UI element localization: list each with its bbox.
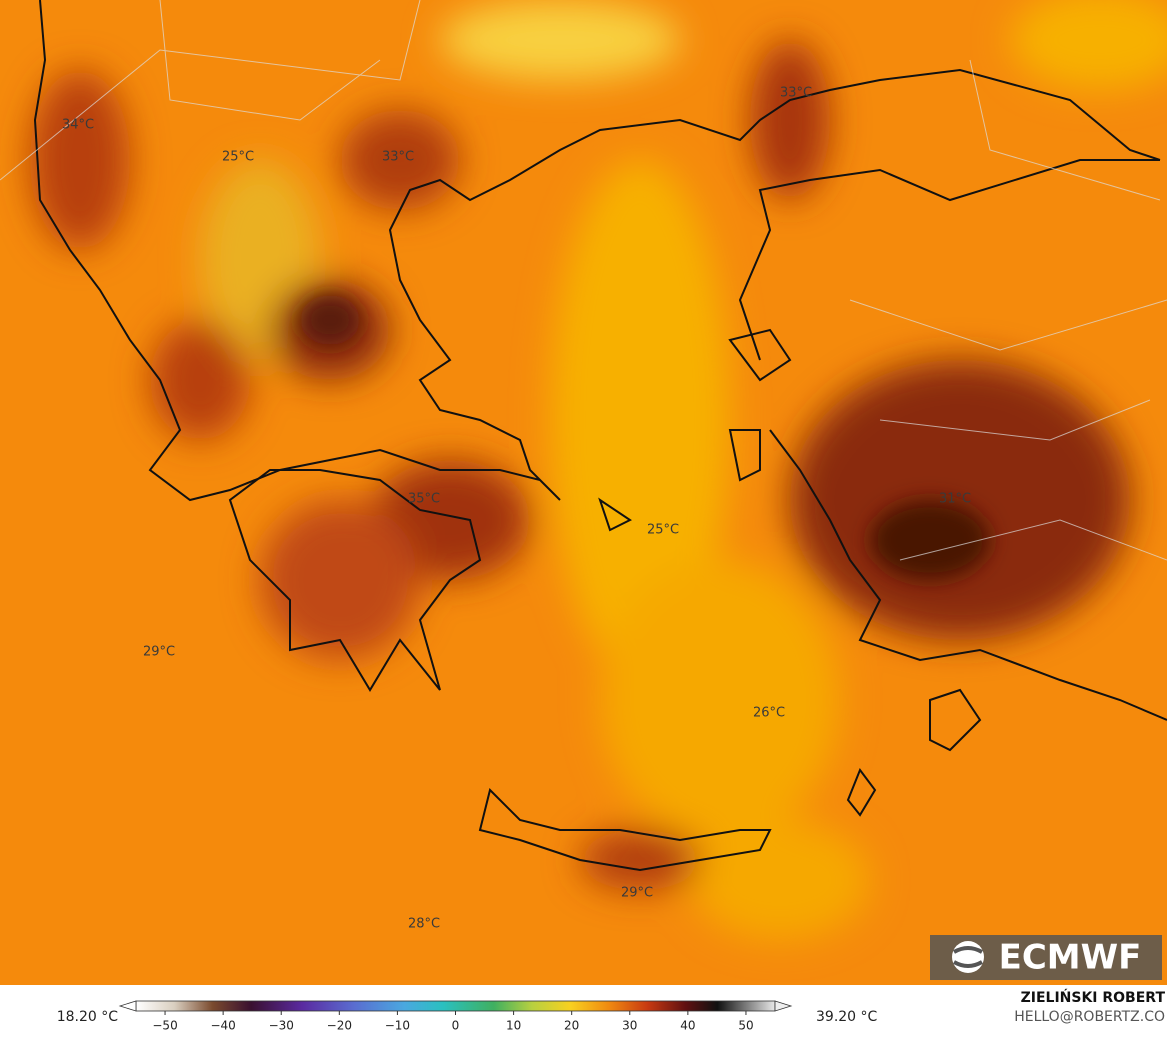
colorbar-tick-label: 50 xyxy=(738,1019,753,1033)
colorbar-tick-label: −40 xyxy=(210,1019,235,1033)
temperature-label: 34°C xyxy=(62,118,94,133)
colorbar-tick-label: 0 xyxy=(452,1019,460,1033)
temperature-label: 35°C xyxy=(408,492,440,507)
colorbar-scale xyxy=(135,1000,776,1012)
colorbar: −50 −40 −30 −20 −10 0 10 20 30 40 50 xyxy=(118,1000,793,1033)
colorbar-tick-label: 20 xyxy=(564,1019,579,1033)
colorbar-tick-label: 10 xyxy=(506,1019,521,1033)
colorbar-tick-label: 30 xyxy=(622,1019,637,1033)
temperature-label: 28°C xyxy=(408,917,440,932)
map xyxy=(0,0,1167,985)
colorbar-tick-label: −20 xyxy=(327,1019,352,1033)
temperature-label: 25°C xyxy=(222,150,254,165)
temperature-label: 31°C xyxy=(939,492,971,507)
temperature-label: 29°C xyxy=(143,645,175,660)
colorbar-tick-label: −30 xyxy=(269,1019,294,1033)
temperature-label: 29°C xyxy=(621,886,653,901)
colorbar-min-arrow xyxy=(118,1000,137,1012)
colorbar-max-arrow xyxy=(774,1000,793,1012)
temperature-label: 33°C xyxy=(780,86,812,101)
logo-box: ECMWF xyxy=(930,935,1162,980)
colorbar-min-label: 18.20 °C xyxy=(57,1009,119,1025)
colorbar-tick-label: −10 xyxy=(385,1019,410,1033)
credit-name: ZIELIŃSKI ROBERT xyxy=(1021,988,1166,1006)
logo-text: ECMWF xyxy=(999,938,1142,978)
temperature-labels: 34°C 25°C 33°C 33°C 35°C 25°C 31°C 29°C 26°C 29°C… xyxy=(62,86,971,932)
credit-email: HELLO@ROBERTZ.CO xyxy=(1014,1009,1165,1025)
colorbar-tick-label: 40 xyxy=(680,1019,695,1033)
colorbar-max-label: 39.20 °C xyxy=(816,1009,878,1025)
temperature-label: 26°C xyxy=(753,706,785,721)
temperature-label: 25°C xyxy=(647,523,679,538)
temperature-label: 33°C xyxy=(382,150,414,165)
colorbar-tick-label: −50 xyxy=(152,1019,177,1033)
